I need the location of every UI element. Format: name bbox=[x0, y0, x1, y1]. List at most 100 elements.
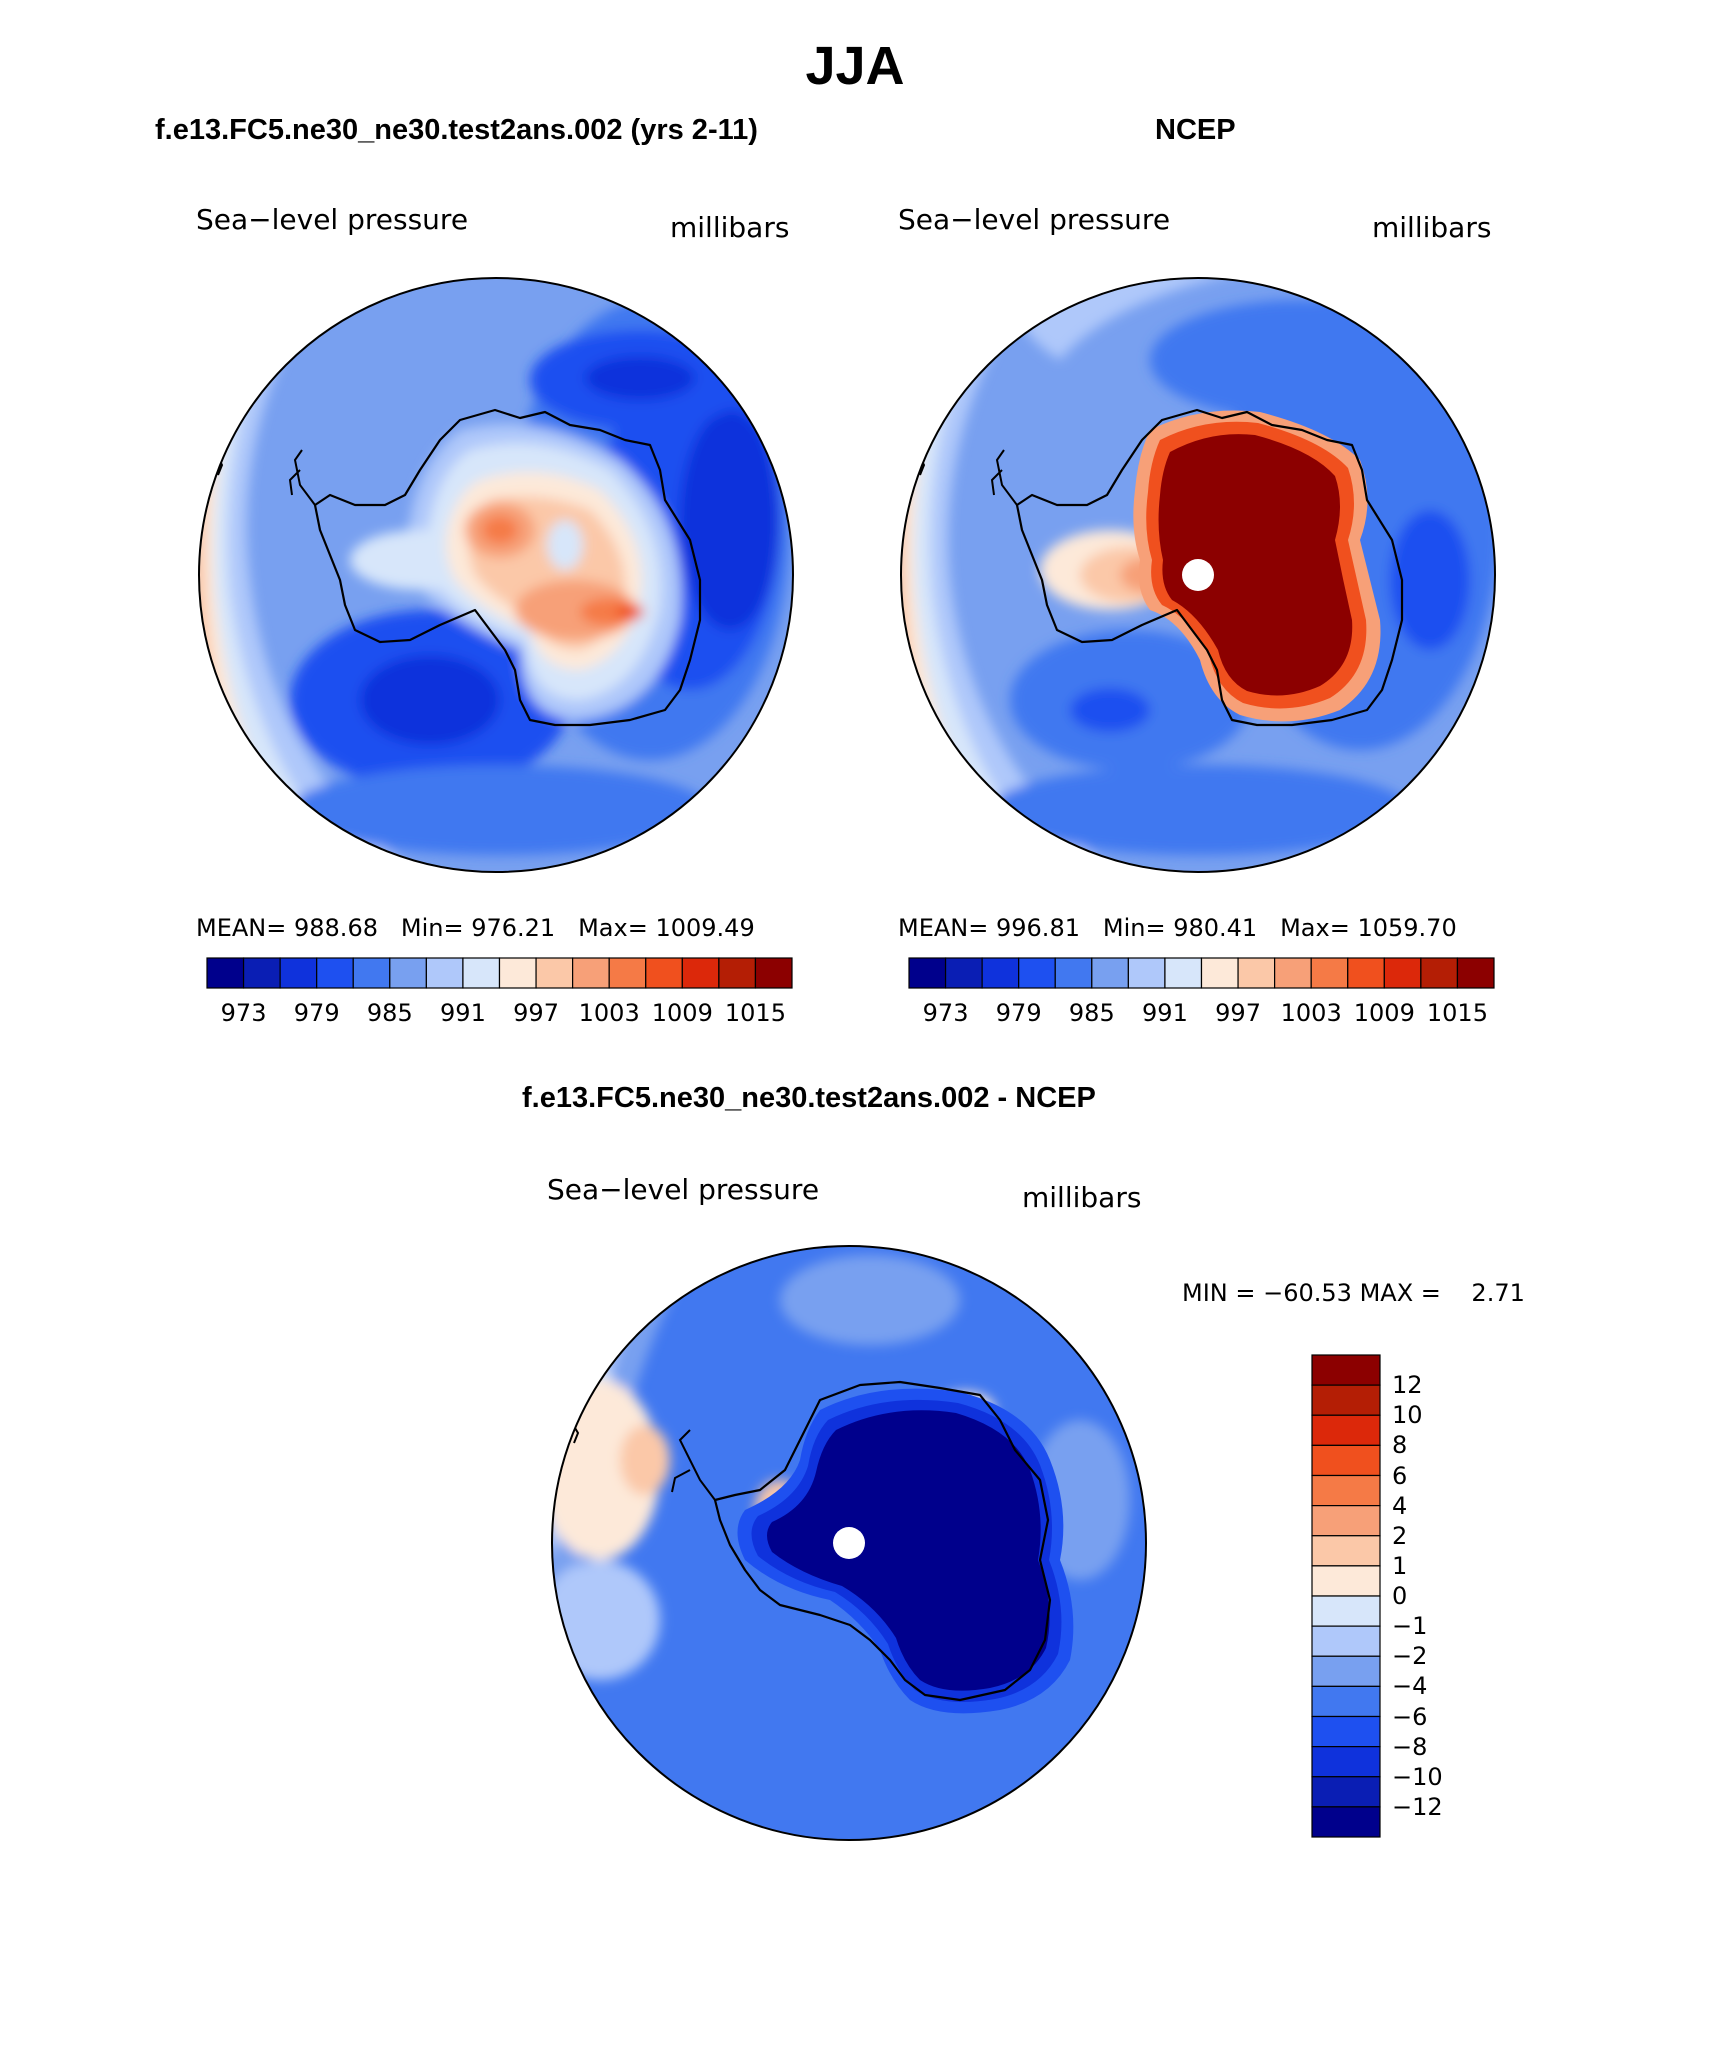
obs-mean-label: MEAN= bbox=[898, 914, 989, 942]
diff-colorbar-swatch bbox=[1311, 1746, 1381, 1778]
obs-colorbar-swatch bbox=[981, 957, 1020, 989]
diff-min-label: MIN = bbox=[1182, 1279, 1256, 1307]
obs-colorbar-tick-label: 973 bbox=[922, 999, 969, 1027]
diff-colorbar-tick-label: −10 bbox=[1392, 1762, 1443, 1791]
diff-colorbar-tick-label: 0 bbox=[1392, 1582, 1408, 1610]
model-colorbar-swatch bbox=[242, 957, 281, 989]
diff-colorbar-swatch bbox=[1311, 1625, 1381, 1657]
diff-colorbar-swatch bbox=[1311, 1595, 1381, 1627]
obs-colorbar-tick-label: 1003 bbox=[1280, 999, 1342, 1027]
diff-colorbar-tick-label: 10 bbox=[1392, 1401, 1423, 1430]
model-colorbar-swatch bbox=[462, 957, 501, 989]
obs-colorbar-swatch bbox=[1420, 957, 1459, 989]
diff-colorbar-swatch bbox=[1311, 1565, 1381, 1597]
obs-map bbox=[900, 277, 1496, 873]
model-colorbar-swatch bbox=[425, 957, 464, 989]
model-colorbar-swatch bbox=[352, 957, 391, 989]
model-map bbox=[198, 277, 794, 873]
obs-stats: MEAN= 996.81 Min= 980.41 Max= 1059.70 bbox=[898, 913, 1457, 943]
diff-stats: MIN = −60.53 MAX = 2.71 bbox=[1182, 1278, 1525, 1308]
obs-colorbar-swatch bbox=[1200, 957, 1239, 989]
diff-colorbar-swatch bbox=[1311, 1685, 1381, 1718]
model-colorbar-tick-label: 1009 bbox=[651, 999, 713, 1027]
model-colorbar-swatch bbox=[718, 957, 757, 989]
diff-colorbar-swatch bbox=[1311, 1414, 1381, 1446]
model-colorbar-swatch bbox=[279, 957, 318, 989]
obs-colorbar-tick-label: 1015 bbox=[1426, 999, 1488, 1027]
model-mean-value: 988.68 bbox=[294, 914, 378, 942]
diff-colorbar-swatch bbox=[1311, 1505, 1381, 1537]
model-colorbar-swatch bbox=[206, 957, 245, 989]
model-panel-header: f.e13.FC5.ne30_ne30.test2ans.002 (yrs 2-… bbox=[155, 114, 758, 146]
model-colorbar-swatch bbox=[681, 957, 720, 989]
obs-colorbar bbox=[908, 957, 1495, 989]
model-mean-label: MEAN= bbox=[196, 914, 287, 942]
diff-colorbar-tick-label: −8 bbox=[1392, 1732, 1428, 1761]
obs-variable-label: Sea−level pressure bbox=[898, 203, 1171, 236]
model-colorbar-swatch bbox=[316, 957, 354, 989]
obs-colorbar-swatch bbox=[908, 957, 947, 989]
diff-colorbar-tick-label: 12 bbox=[1392, 1371, 1423, 1400]
diff-colorbar-tick-label: 6 bbox=[1392, 1461, 1408, 1490]
diff-colorbar-swatch bbox=[1311, 1715, 1381, 1748]
diff-max-value: 2.71 bbox=[1471, 1279, 1525, 1307]
diff-colorbar-tick-label: 4 bbox=[1392, 1491, 1408, 1520]
obs-colorbar-swatch bbox=[1237, 957, 1276, 989]
obs-mean-value: 996.81 bbox=[996, 914, 1080, 942]
obs-colorbar-swatch bbox=[1018, 957, 1056, 989]
obs-colorbar-swatch bbox=[944, 957, 983, 989]
model-min-label: Min= bbox=[400, 914, 464, 942]
obs-min-value: 980.41 bbox=[1173, 914, 1258, 942]
obs-colorbar-swatch bbox=[1164, 957, 1203, 989]
model-colorbar-tick-label: 997 bbox=[513, 999, 559, 1027]
diff-colorbar-swatch bbox=[1311, 1535, 1381, 1567]
model-colorbar-swatch bbox=[572, 957, 610, 989]
model-max-value: 1009.49 bbox=[655, 914, 755, 942]
model-colorbar-tick-label: 985 bbox=[366, 999, 413, 1027]
diff-colorbar-tick-label: −2 bbox=[1392, 1642, 1428, 1671]
obs-colorbar-swatch bbox=[1054, 957, 1093, 989]
model-colorbar-swatch bbox=[535, 957, 574, 989]
obs-max-value: 1059.70 bbox=[1357, 914, 1457, 942]
model-min-value: 976.21 bbox=[471, 914, 556, 942]
obs-colorbar-tick-label: 991 bbox=[1142, 999, 1188, 1027]
diff-colorbar-swatch bbox=[1311, 1776, 1381, 1808]
diff-panel-header: f.e13.FC5.ne30_ne30.test2ans.002 - NCEP bbox=[522, 1082, 1096, 1114]
obs-colorbar-tick-label: 997 bbox=[1215, 999, 1261, 1027]
model-variable-label: Sea−level pressure bbox=[196, 203, 469, 236]
model-colorbar-swatch bbox=[754, 957, 793, 989]
diff-colorbar-tick-label: −4 bbox=[1392, 1672, 1428, 1701]
diff-colorbar-swatch bbox=[1311, 1806, 1381, 1838]
diff-colorbar-tick-label: −6 bbox=[1392, 1702, 1428, 1731]
obs-colorbar-swatch bbox=[1091, 957, 1129, 989]
diff-colorbar-tick-label: −1 bbox=[1392, 1612, 1428, 1641]
obs-colorbar-swatch bbox=[1347, 957, 1385, 989]
diff-units-label: millibars bbox=[1022, 1181, 1142, 1214]
model-colorbar-tick-label: 979 bbox=[293, 999, 340, 1027]
obs-colorbar-swatch bbox=[1310, 957, 1349, 989]
diff-min-value: −60.53 bbox=[1263, 1279, 1352, 1307]
model-colorbar-swatch bbox=[645, 957, 683, 989]
model-colorbar-tick-label: 973 bbox=[220, 999, 267, 1027]
diff-max-label: MAX = bbox=[1359, 1279, 1441, 1307]
obs-colorbar-swatch bbox=[1127, 957, 1166, 989]
diff-colorbar-swatch bbox=[1311, 1444, 1381, 1477]
model-colorbar-swatch bbox=[498, 957, 537, 989]
diff-colorbar-swatch bbox=[1311, 1655, 1381, 1687]
obs-colorbar-swatch bbox=[1383, 957, 1422, 989]
obs-colorbar-swatch bbox=[1456, 957, 1495, 989]
diff-variable-label: Sea−level pressure bbox=[547, 1173, 820, 1206]
diff-colorbar bbox=[1311, 1354, 1381, 1838]
model-colorbar-tick-label: 991 bbox=[440, 999, 486, 1027]
diff-colorbar-swatch bbox=[1311, 1354, 1381, 1386]
obs-colorbar-swatch bbox=[1274, 957, 1312, 989]
model-colorbar-tick-label: 1003 bbox=[578, 999, 640, 1027]
model-colorbar-swatch bbox=[389, 957, 427, 989]
model-stats: MEAN= 988.68 Min= 976.21 Max= 1009.49 bbox=[196, 913, 755, 943]
obs-panel-header: NCEP bbox=[1155, 114, 1236, 146]
model-units-label: millibars bbox=[670, 211, 790, 244]
obs-units-label: millibars bbox=[1372, 211, 1492, 244]
model-colorbar-swatch bbox=[608, 957, 647, 989]
obs-colorbar-tick-label: 979 bbox=[995, 999, 1042, 1027]
diff-map bbox=[551, 1245, 1147, 1841]
